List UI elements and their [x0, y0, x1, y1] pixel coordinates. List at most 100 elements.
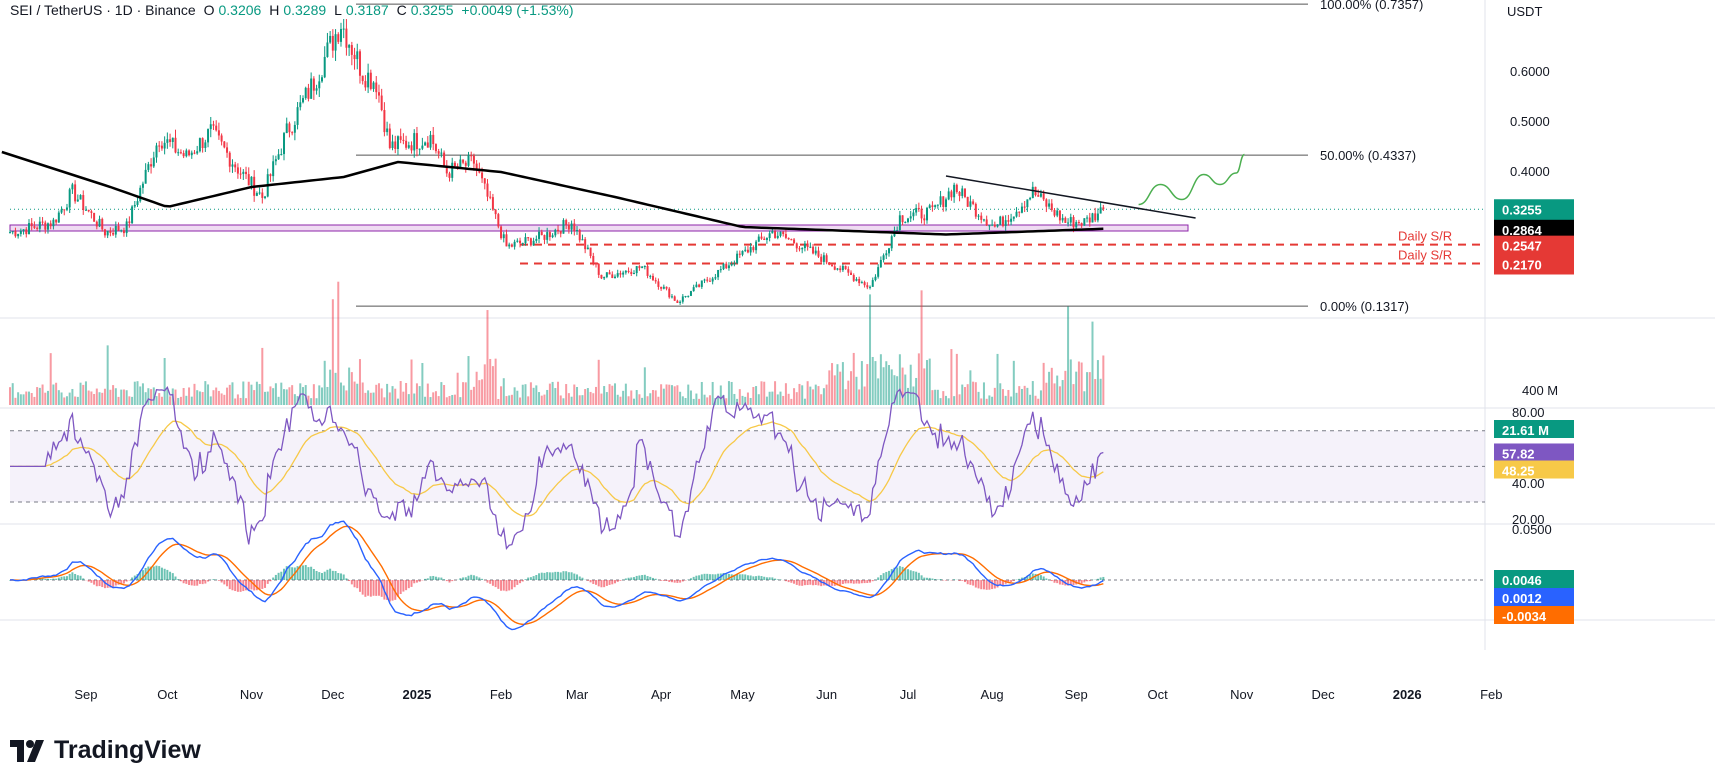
macd-hist-bar [90, 580, 93, 583]
macd-hist-bar [714, 574, 717, 580]
volume-bar [752, 386, 755, 405]
macd-hist-bar [944, 580, 947, 581]
volume-bar [489, 358, 492, 405]
volume-bar [464, 382, 467, 405]
volume-bar [236, 394, 239, 405]
macd-hist-bar [752, 576, 755, 580]
volume-bar [437, 396, 440, 405]
candle-body [377, 92, 380, 96]
volume-bar [250, 384, 253, 405]
volume-bar [497, 398, 500, 405]
macd-hist-bar [139, 571, 142, 580]
candle-body [467, 155, 470, 166]
macd-hist-bar [763, 576, 766, 580]
candle-body [486, 183, 489, 197]
candle-body [763, 238, 766, 241]
volume-bar [1096, 360, 1099, 405]
candle-body [220, 135, 223, 142]
macd-hist-bar [1029, 575, 1032, 580]
candle-body [17, 233, 20, 237]
volume-bar [839, 371, 842, 405]
candle-body [30, 223, 33, 227]
symbol-label[interactable]: SEI / TetherUS · 1D · Binance [10, 2, 196, 18]
volume-bar [670, 385, 673, 405]
macd-hist-badge-bg [1494, 570, 1574, 588]
volume-bar [391, 386, 394, 405]
candle-body [304, 87, 307, 99]
candle-body [120, 230, 123, 232]
candle-body [364, 81, 367, 88]
volume-bar [798, 383, 801, 405]
macd-hist-bar [402, 580, 405, 592]
candle-body [1007, 220, 1010, 222]
tradingview-logo[interactable]: TradingView [10, 736, 201, 765]
volume-bar [285, 389, 288, 405]
candle-body [689, 291, 692, 296]
volume-bar [90, 391, 93, 405]
candle-body [1096, 213, 1099, 221]
volume-bar [68, 392, 71, 405]
volume-bar [38, 387, 41, 405]
volume-bar [1031, 381, 1034, 405]
volume-bar [831, 363, 834, 405]
volume-bar [158, 393, 161, 405]
volume-bar [516, 390, 519, 405]
volume-bar [776, 394, 779, 405]
volume-bar [394, 388, 397, 405]
volume-bar [185, 395, 188, 405]
macd-hist-bar [502, 580, 505, 591]
x-axis-tick: Oct [157, 687, 178, 702]
macd-hist-bar [904, 568, 907, 580]
macd-hist-bar [958, 580, 961, 581]
volume-bar [635, 390, 638, 405]
candle-body [320, 77, 323, 82]
candle-body [627, 270, 630, 272]
fib-level-label: 100.00% (0.7357) [1320, 0, 1423, 12]
candle-body [557, 229, 560, 232]
candles [9, 18, 1105, 305]
volume-bar [255, 381, 258, 405]
volume-bar [852, 352, 855, 405]
volume-bar [339, 382, 342, 405]
macd-hist-bar [174, 576, 177, 580]
macd-hist-bar [217, 580, 220, 581]
candle-body [367, 72, 370, 88]
volume-bar [896, 376, 899, 405]
volume-bar [966, 384, 969, 405]
macd-hist-bar [662, 580, 665, 581]
volume-bar [1045, 382, 1048, 405]
sr-label: Daily S/R [1398, 229, 1452, 244]
macd-hist-bar [1026, 575, 1029, 580]
macd-hist-bar [1001, 580, 1004, 586]
macd-hist-bar [879, 575, 882, 580]
macd-hist-bar [858, 580, 861, 584]
candle-body [999, 216, 1002, 225]
candle-body [532, 240, 535, 246]
candle-body [166, 139, 169, 143]
volume-bar [885, 361, 888, 405]
macd-hist-bar [1048, 579, 1051, 580]
macd-hist-bar [692, 576, 695, 580]
macd-hist-bar [133, 575, 136, 580]
candle-body [212, 124, 215, 126]
volume-bar [114, 388, 117, 405]
volume-bar [993, 387, 996, 405]
candle-body [1083, 218, 1086, 226]
volume-badge-text: 21.61 M [1502, 423, 1549, 438]
macd-hist-bar [812, 580, 815, 586]
x-axis-tick: Aug [981, 687, 1004, 702]
volume-bar [253, 390, 256, 405]
candle-body [638, 266, 641, 269]
macd-hist-bar [700, 574, 703, 580]
candle-body [923, 218, 926, 221]
volume-bar [63, 397, 66, 405]
macd-hist-bar [505, 580, 508, 592]
volume-bar [947, 398, 950, 405]
candle-body [630, 271, 633, 275]
volume-bar [510, 394, 513, 405]
volume-bar [925, 360, 928, 405]
macd-hist-bar [928, 577, 931, 580]
candle-body [415, 133, 418, 150]
candle-body [36, 227, 39, 229]
